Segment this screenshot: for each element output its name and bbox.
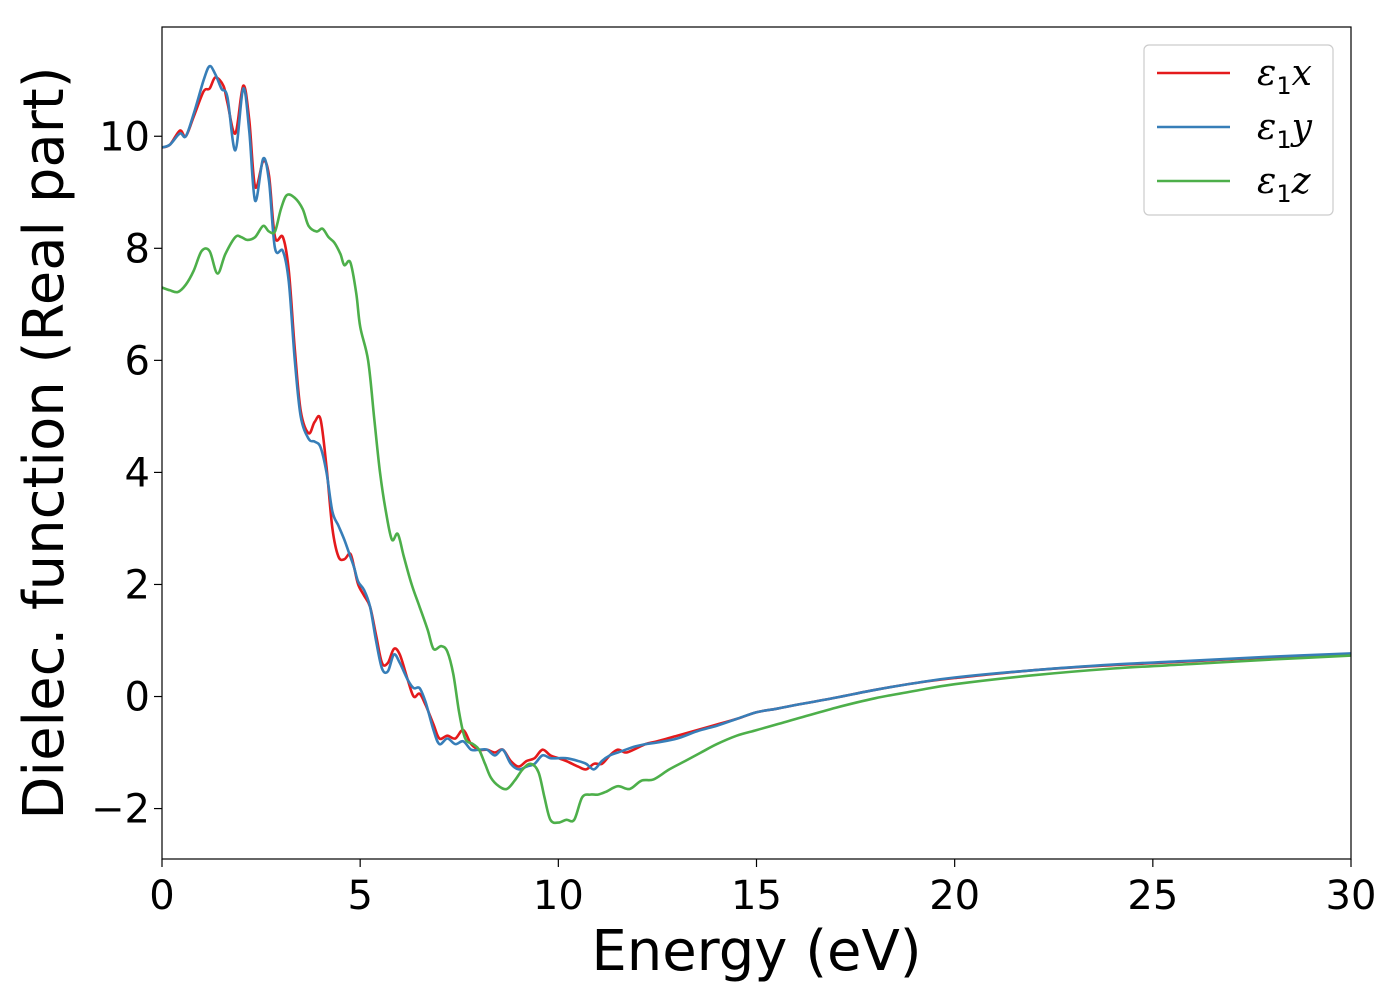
y-tick-label: 6 [125, 338, 150, 384]
legend-symbol: ε [1257, 107, 1276, 148]
series-line-y [161, 64, 1352, 771]
y-tick-label: 8 [125, 226, 150, 272]
series-line-z [161, 193, 1352, 825]
legend-label-y: ε1y [1257, 107, 1313, 154]
legend-label-x: ε1x [1257, 53, 1312, 100]
legend-variable: y [1290, 107, 1313, 148]
y-tick-label: −2 [91, 787, 150, 833]
legend-subscript: 1 [1276, 180, 1291, 208]
x-axis-ticks: 0 5 10 15 20 25 30 [149, 859, 1376, 919]
x-tick-label: 0 [149, 873, 174, 919]
y-axis-ticks: −2 0 2 4 6 8 10 [91, 114, 162, 833]
legend-variable: z [1291, 161, 1312, 202]
x-tick-label: 20 [929, 873, 980, 919]
y-tick-label: 10 [99, 114, 150, 160]
y-axis-label: Dielec. function (Real part) [12, 66, 77, 819]
x-tick-label: 15 [731, 873, 782, 919]
legend-symbol: ε [1257, 53, 1276, 94]
x-tick-label: 10 [533, 873, 584, 919]
legend-subscript: 1 [1276, 126, 1291, 154]
x-axis-label: Energy (eV) [591, 919, 921, 984]
y-tick-label: 2 [125, 562, 150, 608]
x-tick-label: 25 [1127, 873, 1178, 919]
x-tick-label: 5 [347, 873, 372, 919]
legend-subscript: 1 [1276, 72, 1291, 100]
legend-variable: x [1292, 53, 1312, 94]
y-tick-label: 4 [125, 450, 150, 496]
x-tick-label: 30 [1326, 873, 1377, 919]
legend-label-z: ε1z [1257, 161, 1312, 208]
y-tick-label: 0 [125, 675, 150, 721]
legend-box [1143, 44, 1334, 216]
series-layer [161, 64, 1352, 825]
legend-symbol: ε [1257, 161, 1276, 202]
